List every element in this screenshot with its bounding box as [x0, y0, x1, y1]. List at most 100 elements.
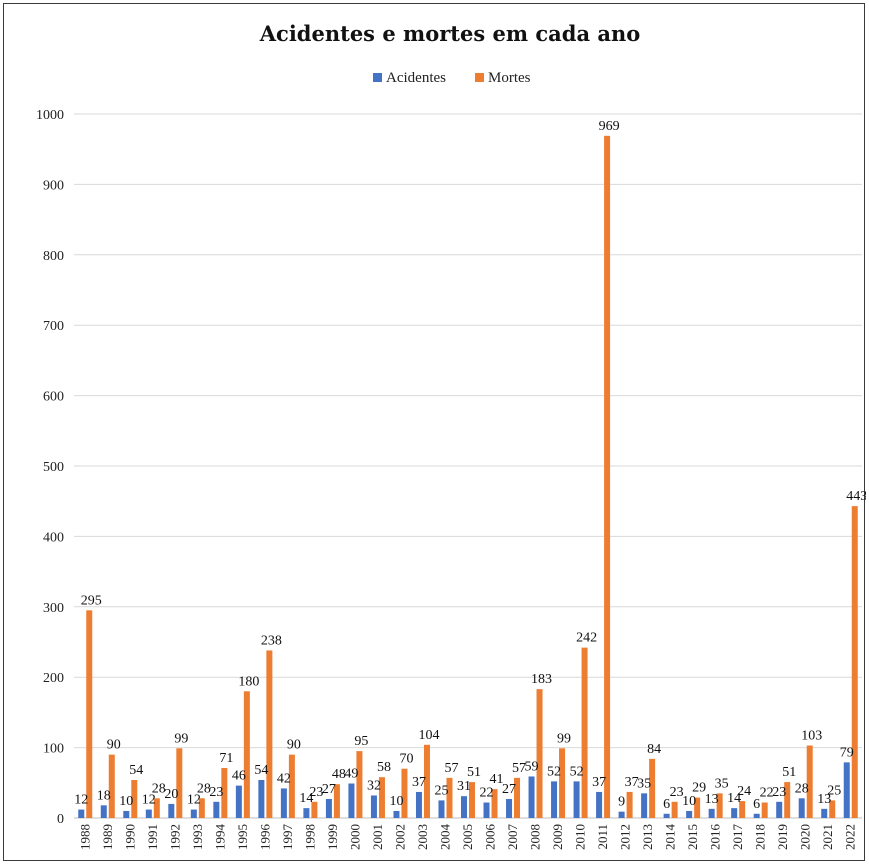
bar-acidentes-1996 [258, 779, 265, 818]
x-tick-label: 1989 [100, 824, 115, 850]
data-label-acidentes-1994: 23 [209, 785, 223, 800]
x-tick-label: 1997 [280, 824, 295, 851]
x-tick-label: 2017 [730, 824, 745, 851]
data-label-acidentes-2021: 13 [817, 792, 831, 807]
x-tick-label: 2003 [415, 824, 430, 850]
y-tick-label: 400 [43, 530, 64, 545]
bar-mortes-2010 [581, 647, 588, 818]
x-tick-label: 1991 [145, 824, 160, 850]
bar-mortes-1992 [176, 748, 183, 818]
x-tick-label: 2014 [663, 824, 678, 851]
bar-mortes-1997 [288, 754, 295, 818]
bar-mortes-1994 [221, 768, 228, 818]
data-label-acidentes-2004: 25 [434, 783, 448, 798]
x-tick-label: 2001 [370, 824, 385, 850]
data-label-acidentes-1992: 20 [164, 787, 178, 802]
data-label-acidentes-1999: 27 [322, 782, 336, 797]
bar-acidentes-2021 [821, 808, 828, 818]
data-label-mortes-2006: 41 [490, 772, 504, 787]
data-label-mortes-1989: 90 [107, 738, 121, 753]
data-label-acidentes-1991: 12 [142, 793, 156, 808]
bar-acidentes-2001 [370, 795, 377, 818]
data-label-mortes-1996: 238 [261, 633, 282, 648]
bar-mortes-2003 [423, 744, 430, 818]
x-tick-label: 2009 [550, 824, 565, 850]
x-tick-label: 2021 [820, 824, 835, 850]
legend-swatch-mortes [475, 73, 484, 82]
data-label-mortes-2015: 29 [692, 781, 706, 796]
data-label-mortes-2012: 37 [625, 775, 639, 790]
bar-mortes-2000 [356, 751, 363, 818]
data-label-acidentes-1988: 12 [74, 793, 88, 808]
y-tick-label: 900 [43, 178, 64, 193]
data-label-acidentes-2010: 52 [570, 764, 584, 779]
bar-mortes-2013 [649, 758, 656, 818]
data-label-mortes-2014: 23 [670, 785, 684, 800]
x-tick-label: 2002 [392, 824, 407, 850]
y-tick-label: 700 [43, 319, 64, 334]
bar-acidentes-2008 [528, 776, 535, 818]
data-label-acidentes-1996: 54 [254, 763, 268, 778]
bar-mortes-2017 [739, 801, 746, 818]
y-tick-label: 600 [43, 390, 64, 405]
x-tick-label: 1994 [212, 824, 227, 851]
bar-mortes-2005 [469, 782, 475, 818]
bar-mortes-2015 [694, 797, 701, 818]
data-label-mortes-2005: 51 [467, 765, 481, 780]
x-tick-label: 2022 [843, 824, 858, 850]
bar-mortes-1995 [243, 691, 250, 818]
data-label-acidentes-1998: 14 [299, 791, 313, 806]
data-label-acidentes-1990: 10 [119, 794, 133, 809]
bar-mortes-2006 [491, 789, 498, 818]
x-tick-label: 1996 [257, 824, 272, 851]
bar-acidentes-1998 [303, 808, 310, 818]
bar-acidentes-2004 [438, 800, 445, 818]
bar-mortes-1999 [333, 784, 340, 818]
y-tick-label: 200 [43, 671, 64, 686]
bar-acidentes-2022 [843, 762, 850, 818]
x-axis-ticks: 1988 1989 1990 1991 1992 1993 1994 1995 1996 1997… [77, 824, 857, 851]
data-label-mortes-1988: 295 [81, 593, 102, 608]
bar-acidentes-1993 [190, 809, 197, 818]
bar-acidentes-2010 [573, 781, 580, 818]
data-label-acidentes-2001: 32 [367, 778, 381, 793]
bar-mortes-2009 [559, 748, 566, 818]
data-label-mortes-2013: 84 [647, 742, 661, 757]
y-tick-label: 0 [57, 812, 64, 827]
data-label-mortes-2003: 104 [418, 728, 439, 743]
data-label-acidentes-2008: 59 [525, 759, 539, 774]
data-label-mortes-2020: 103 [801, 728, 822, 743]
legend-swatch-acidentes [373, 73, 382, 82]
bar-acidentes-2016 [708, 808, 715, 818]
chart-title: Acidentes e mortes em cada ano [259, 21, 641, 46]
data-label-mortes-1997: 90 [287, 738, 301, 753]
bar-acidentes-1988 [78, 809, 85, 818]
data-label-mortes-1991: 28 [152, 781, 166, 796]
data-label-mortes-1994: 71 [219, 751, 233, 766]
x-tick-label: 1992 [167, 824, 182, 850]
x-tick-label: 1999 [325, 824, 340, 850]
bar-acidentes-2007 [506, 798, 513, 818]
data-label-acidentes-1995: 46 [232, 769, 246, 784]
bar-acidentes-2018 [753, 813, 760, 818]
bar-acidentes-1990 [123, 810, 130, 818]
data-label-mortes-2004: 57 [444, 761, 458, 776]
x-tick-label: 2000 [347, 824, 362, 850]
data-label-acidentes-2011: 37 [592, 775, 606, 790]
bar-acidentes-1999 [325, 798, 332, 818]
x-tick-label: 2012 [618, 824, 633, 850]
bar-acidentes-2000 [348, 783, 355, 818]
bar-mortes-1991 [153, 798, 160, 818]
bar-acidentes-1994 [213, 801, 220, 818]
bar-mortes-2016 [716, 793, 723, 818]
bar-acidentes-2012 [618, 811, 625, 818]
bars [78, 135, 858, 819]
bar-mortes-2014 [671, 801, 678, 818]
bar-mortes-1998 [311, 801, 318, 818]
bar-acidentes-2006 [483, 802, 490, 818]
x-tick-label: 2004 [437, 824, 452, 851]
bar-mortes-2011 [604, 135, 611, 819]
x-tick-label: 2013 [640, 824, 655, 850]
bar-mortes-2022 [851, 506, 858, 818]
bar-mortes-2007 [514, 777, 521, 818]
